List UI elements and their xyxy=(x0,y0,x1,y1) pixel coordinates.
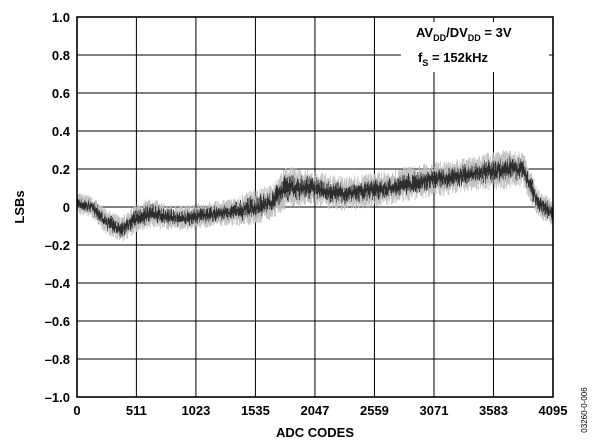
y-tick-label: –1.0 xyxy=(45,390,70,405)
annotation-supply: AVDD/DVDD = 3V xyxy=(416,25,512,43)
y-axis-title: LSBs xyxy=(12,190,27,223)
x-tick-label: 3071 xyxy=(420,403,449,418)
x-tick-label: 1535 xyxy=(241,403,270,418)
x-tick-label: 3583 xyxy=(479,403,508,418)
x-tick-label: 4095 xyxy=(539,403,568,418)
x-tick-labels: 0 511 1023 1535 2047 2559 3071 3583 4095 xyxy=(73,403,567,418)
y-tick-labels: 1.0 0.8 0.6 0.4 0.2 0 –0.2 –0.4 –0.6 –0.8 –1.0 xyxy=(45,10,71,405)
plot-frame xyxy=(76,16,554,398)
y-tick-label: –0.8 xyxy=(45,352,70,367)
y-tick-label: 0.6 xyxy=(52,86,70,101)
x-tick-label: 1023 xyxy=(181,403,210,418)
y-tick-label: –0.2 xyxy=(45,238,70,253)
x-axis-title: ADC CODES xyxy=(276,425,354,440)
figure-id: 03260-0-006 xyxy=(580,387,589,433)
y-tick-label: 1.0 xyxy=(52,10,70,25)
x-tick-label: 2559 xyxy=(360,403,389,418)
x-tick-label: 2047 xyxy=(300,403,329,418)
y-tick-label: 0.8 xyxy=(52,48,70,63)
x-tick-label: 511 xyxy=(126,403,147,418)
annotation-box xyxy=(401,22,549,72)
x-tick-label: 0 xyxy=(73,403,80,418)
y-tick-label: –0.6 xyxy=(45,314,70,329)
data-series-inl xyxy=(76,150,554,242)
y-tick-label: –0.4 xyxy=(45,276,71,291)
y-tick-label: 0.2 xyxy=(52,162,70,177)
y-tick-label: 0.4 xyxy=(52,124,71,139)
annotation-sample-rate: fS = 152kHz xyxy=(418,50,488,68)
y-tick-label: 0 xyxy=(63,200,70,215)
